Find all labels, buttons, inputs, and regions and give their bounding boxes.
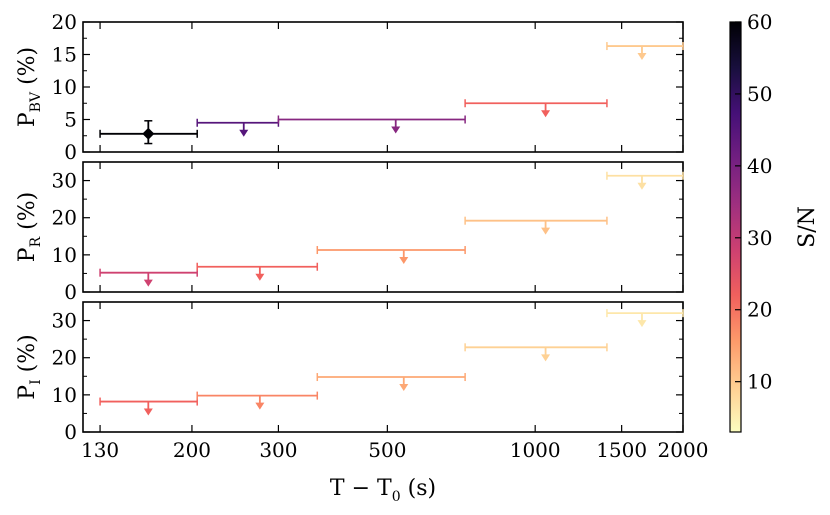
upper-limit — [606, 171, 684, 190]
upper-limit-arrowhead — [637, 320, 647, 328]
x-axis: 130 200 300 500 1000 1500 2000 T − T0 (s) — [81, 438, 708, 505]
upper-limit-arrowhead — [391, 126, 401, 134]
upper-limit-arrowhead — [143, 279, 153, 287]
panel-frame — [82, 21, 684, 153]
y-tick-label: 20 — [52, 10, 77, 34]
colorbar-tick-label: 30 — [747, 226, 772, 250]
upper-limit — [99, 397, 198, 416]
upper-limit — [464, 343, 608, 362]
upper-limit — [606, 42, 684, 61]
y-axis-label: PBV (%) — [15, 47, 44, 127]
upper-limit — [316, 246, 466, 265]
upper-limit-arrowhead — [637, 182, 647, 190]
upper-limit — [464, 216, 608, 235]
y-axis-label-tail: (%) — [15, 334, 40, 379]
y-axis-label-main: P — [15, 247, 40, 262]
y-axis-label-main: P — [15, 385, 40, 400]
upper-limit-arrowhead — [399, 257, 409, 265]
upper-limit — [99, 268, 198, 287]
upper-limit-arrowhead — [143, 408, 153, 416]
x-tick-label: 300 — [259, 438, 297, 462]
x-axis-label-sub: 0 — [392, 489, 401, 505]
upper-limit-arrowhead — [541, 110, 551, 118]
x-axis-label-main: T − T — [330, 476, 392, 501]
colorbar-tick-label: 60 — [747, 10, 772, 34]
data-point — [99, 120, 198, 145]
upper-limit — [196, 118, 280, 137]
upper-limit-arrowhead — [239, 129, 249, 137]
upper-limit-arrowhead — [541, 227, 551, 235]
colorbar-tick-label: 10 — [747, 370, 772, 394]
upper-limit — [277, 115, 466, 134]
y-tick-label: 15 — [52, 43, 77, 67]
x-tick-label: 130 — [81, 438, 119, 462]
colorbar-tick-label: 50 — [747, 82, 772, 106]
panel-i: 0 10 20 30 PI (%) — [15, 301, 684, 444]
y-axis-label-tail: (%) — [15, 47, 40, 92]
upper-limit-arrowhead — [541, 354, 551, 362]
upper-limit — [464, 99, 608, 118]
colorbar: 10 20 30 40 50 60 S/N — [729, 10, 820, 433]
y-axis-label-sub: I — [28, 379, 44, 385]
upper-limit — [316, 373, 466, 392]
y-tick-label: 20 — [52, 206, 77, 230]
x-tick-label: 2000 — [658, 438, 709, 462]
y-tick-label: 5 — [64, 108, 77, 132]
y-tick-label: 30 — [52, 169, 77, 193]
y-axis-label-tail: (%) — [15, 192, 40, 237]
x-axis-label-tail: (s) — [401, 476, 436, 501]
x-tick-label: 200 — [173, 438, 211, 462]
x-tick-label: 1000 — [510, 438, 561, 462]
x-tick-label: 1500 — [596, 438, 647, 462]
x-tick-label: 500 — [368, 438, 406, 462]
panel-frame — [82, 301, 684, 433]
diamond-marker — [142, 127, 155, 140]
y-tick-label: 30 — [52, 309, 77, 333]
y-tick-label: 0 — [64, 420, 77, 444]
colorbar-label: S/N — [795, 206, 820, 248]
panel-r: 0 10 20 30 PR (%) — [15, 161, 684, 304]
upper-limit-arrowhead — [637, 53, 647, 61]
y-tick-label: 10 — [52, 243, 77, 267]
upper-limit-arrowhead — [255, 402, 265, 410]
y-tick-label: 20 — [52, 346, 77, 370]
upper-limit — [606, 309, 684, 328]
panel-bv: 0 5 10 15 20 PBV (%) — [15, 10, 684, 164]
colorbar-tick-label: 40 — [747, 154, 772, 178]
y-axis-label-main: P — [15, 112, 40, 127]
y-axis-label-sub: BV — [28, 91, 44, 112]
y-tick-label: 0 — [64, 140, 77, 164]
upper-limit-arrowhead — [255, 273, 265, 281]
y-tick-label: 10 — [52, 75, 77, 99]
y-axis-label: PI (%) — [15, 334, 44, 399]
x-axis-label: T − T0 (s) — [330, 476, 436, 505]
upper-limit-arrowhead — [399, 384, 409, 392]
y-tick-label: 0 — [64, 280, 77, 304]
upper-limit — [196, 262, 319, 281]
upper-limit — [196, 391, 319, 410]
y-axis-label-sub: R — [28, 236, 44, 247]
y-tick-label: 10 — [52, 383, 77, 407]
colorbar-gradient — [729, 21, 742, 433]
colorbar-tick-label: 20 — [747, 298, 772, 322]
panel-frame — [82, 161, 684, 293]
y-axis-label: PR (%) — [15, 192, 44, 262]
